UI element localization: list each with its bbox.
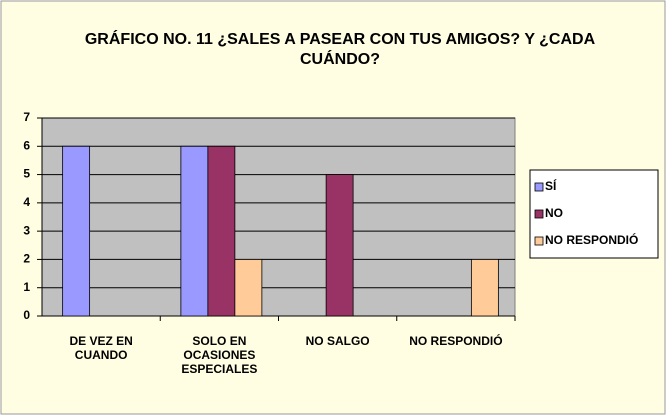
y-tick-label: 1 — [23, 280, 30, 294]
y-tick-label: 2 — [23, 252, 30, 266]
x-tick-label: NO SALGO — [305, 334, 370, 348]
legend-label: NO RESPONDIÓ — [545, 232, 638, 247]
x-tick-label: DE VEZ EN CUANDO — [69, 334, 133, 362]
legend-swatch — [534, 236, 544, 246]
y-tick-label: 7 — [23, 110, 30, 124]
legend-label: SÍ — [545, 178, 557, 193]
bar — [180, 145, 209, 317]
chart-title: GRÁFICO NO. 11 ¿SALES A PASEAR CON TUS A… — [84, 31, 596, 68]
bar — [234, 259, 263, 317]
y-tick-label: 4 — [23, 195, 30, 209]
bar — [325, 174, 354, 317]
bar — [207, 145, 236, 317]
legend-box — [529, 169, 659, 259]
legend-swatch — [534, 182, 544, 192]
legend-swatch — [534, 209, 544, 219]
x-tick-label: NO RESPONDIÓ — [409, 334, 503, 348]
y-tick-label: 6 — [23, 138, 30, 152]
x-tick-label: SOLO EN OCASIONES ESPECIALES — [181, 334, 258, 376]
bar — [470, 259, 499, 317]
y-tick-label: 5 — [23, 167, 30, 181]
y-tick-label: 3 — [23, 223, 30, 237]
plot-area — [41, 117, 516, 317]
legend-label: NO — [545, 206, 563, 220]
bar — [62, 145, 91, 317]
y-tick-label: 0 — [23, 308, 30, 322]
